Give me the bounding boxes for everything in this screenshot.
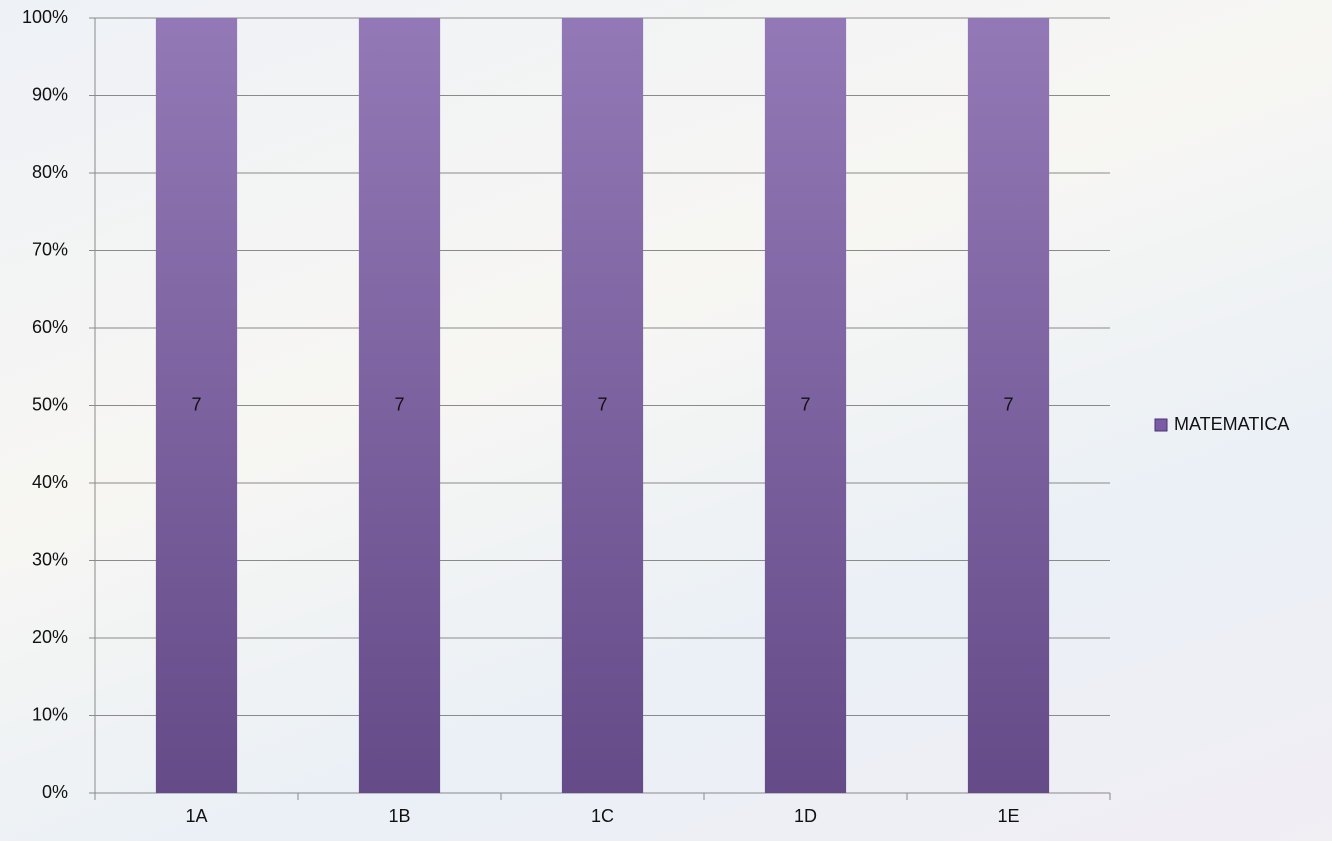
y-tick-label: 30% — [32, 549, 68, 569]
y-tick-label: 0% — [42, 782, 68, 802]
y-tick-label: 60% — [32, 317, 68, 337]
data-label: 7 — [800, 394, 810, 414]
x-tick-label: 1E — [997, 806, 1019, 826]
legend-label: MATEMATICA — [1174, 414, 1289, 434]
y-tick-label: 80% — [32, 162, 68, 182]
y-tick-label: 20% — [32, 627, 68, 647]
x-tick-label: 1B — [388, 806, 410, 826]
legend-marker — [1155, 419, 1167, 431]
data-label: 7 — [597, 394, 607, 414]
y-tick-label: 40% — [32, 472, 68, 492]
chart: 0% 10% 20% 30% 40% 50% 60% 70% 80% 90% 100% 1A 7 1B 7 1… — [0, 0, 1332, 841]
y-tick-label: 90% — [32, 84, 68, 104]
x-tick-label: 1D — [794, 806, 817, 826]
y-tick-label: 100% — [22, 7, 68, 27]
x-tick-label: 1C — [591, 806, 614, 826]
data-label: 7 — [1003, 394, 1013, 414]
x-tick-label: 1A — [185, 806, 207, 826]
data-label: 7 — [394, 394, 404, 414]
y-tick-label: 10% — [32, 704, 68, 724]
y-tick-label: 70% — [32, 239, 68, 259]
y-tick-label: 50% — [32, 394, 68, 414]
data-label: 7 — [191, 394, 201, 414]
